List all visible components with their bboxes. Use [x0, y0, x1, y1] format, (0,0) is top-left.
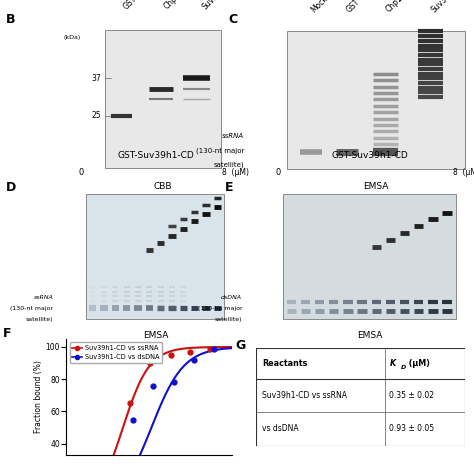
Text: 0: 0	[79, 167, 84, 176]
Legend: Suv39h1-CD vs ssRNA, Suv39h1-CD vs dsDNA: Suv39h1-CD vs ssRNA, Suv39h1-CD vs dsDNA	[70, 342, 162, 363]
Text: GST: GST	[122, 0, 139, 11]
Text: 0.35 ± 0.02: 0.35 ± 0.02	[390, 391, 435, 400]
Text: K: K	[390, 359, 396, 368]
Text: 0: 0	[275, 167, 281, 176]
Text: GST-Suv39h1-CD: GST-Suv39h1-CD	[332, 151, 409, 160]
Text: GST-Suv39h1-CD: GST-Suv39h1-CD	[118, 151, 194, 160]
Text: ssRNA: ssRNA	[222, 133, 244, 139]
Text: Mock: Mock	[309, 0, 329, 14]
Text: E: E	[225, 182, 234, 194]
Text: 8  (μM): 8 (μM)	[453, 167, 474, 176]
Bar	[105, 30, 221, 168]
Text: EMSA: EMSA	[357, 331, 383, 340]
Text: satellite): satellite)	[214, 161, 244, 168]
Text: Suv39h1-CD: Suv39h1-CD	[429, 0, 469, 14]
Text: Reactants: Reactants	[262, 359, 308, 368]
Text: EMSA: EMSA	[363, 182, 388, 191]
Text: 25: 25	[91, 111, 101, 120]
Text: Suv39h1-CD vs ssRNA: Suv39h1-CD vs ssRNA	[262, 391, 347, 400]
Text: vs dsDNA: vs dsDNA	[262, 424, 299, 433]
Bar	[86, 194, 224, 319]
Bar	[287, 31, 465, 169]
Text: satellite): satellite)	[26, 317, 54, 322]
Text: B: B	[6, 13, 15, 26]
Y-axis label: Fraction bound (%): Fraction bound (%)	[34, 361, 43, 433]
Text: D: D	[401, 365, 406, 370]
Text: GST: GST	[345, 0, 362, 14]
Text: EMSA: EMSA	[143, 331, 169, 340]
Text: satellite): satellite)	[215, 317, 242, 322]
Text: dsDNA: dsDNA	[221, 295, 242, 300]
Text: C: C	[228, 13, 238, 26]
Text: (kDa): (kDa)	[64, 35, 81, 40]
Text: Suv39h1-CD: Suv39h1-CD	[200, 0, 240, 11]
Text: ssRNA: ssRNA	[34, 295, 54, 300]
Text: (130-nt major: (130-nt major	[10, 306, 54, 311]
Text: CBB: CBB	[154, 182, 172, 191]
Text: 8  (μM): 8 (μM)	[222, 167, 249, 176]
Text: 0.93 ± 0.05: 0.93 ± 0.05	[390, 424, 435, 433]
Text: F: F	[3, 328, 12, 340]
Text: Chp1-CD: Chp1-CD	[384, 0, 415, 14]
Text: (130-bp major: (130-bp major	[198, 306, 242, 311]
Text: D: D	[6, 182, 16, 194]
Bar	[283, 194, 456, 319]
Text: (μM): (μM)	[406, 359, 430, 368]
Text: Chp1-CD: Chp1-CD	[163, 0, 193, 11]
Text: G: G	[235, 338, 246, 352]
Text: 37: 37	[91, 74, 101, 83]
Text: (130-nt major: (130-nt major	[196, 147, 244, 154]
